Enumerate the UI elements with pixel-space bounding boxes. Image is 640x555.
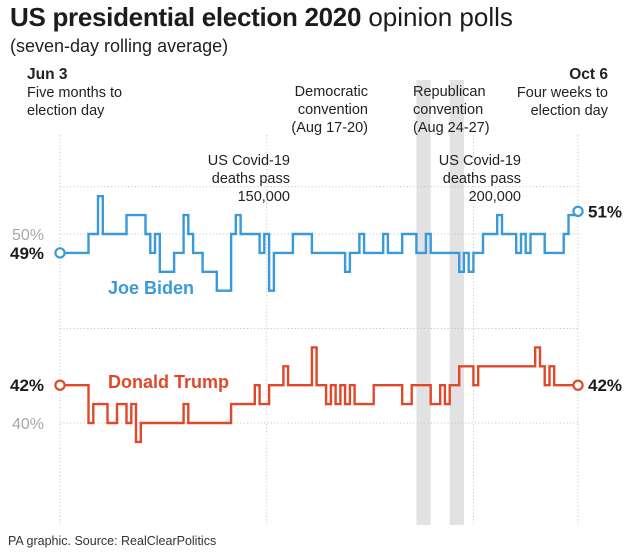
dem-line1: Democratic xyxy=(294,84,368,100)
covid-150k-annotation: US Covid-19 deaths pass 150,000 xyxy=(208,152,290,206)
start-annotation: Jun 3 Five months to election day xyxy=(27,66,122,120)
biden-series-name: Joe Biden xyxy=(108,278,194,298)
end-line1: Four weeks to xyxy=(516,85,608,101)
y-tick-label: 50% xyxy=(12,227,44,244)
covid1-line3: 150,000 xyxy=(237,189,290,205)
start-date: Jun 3 xyxy=(27,66,68,83)
series-labels: 49% 51% 42% 42% Joe Biden Donald Trump xyxy=(10,202,622,395)
series-lines xyxy=(60,194,580,444)
biden-end-label: 51% xyxy=(588,202,622,221)
trump-line xyxy=(60,346,578,444)
covid2-line3: 200,000 xyxy=(468,189,521,205)
democratic-convention-annotation: Democratic convention (Aug 17-20) xyxy=(291,83,368,137)
trump-start-label: 42% xyxy=(10,376,44,395)
biden-line xyxy=(60,194,580,292)
covid1-line1: US Covid-19 xyxy=(207,153,290,169)
start-line1: Five months to xyxy=(27,85,123,101)
covid2-line2: deaths pass xyxy=(442,171,521,187)
chart-title: US presidential election 2020 opinion po… xyxy=(10,2,513,33)
covid2-line1: US Covid-19 xyxy=(438,153,521,169)
gridlines xyxy=(59,135,579,525)
republican-convention-annotation: Republican convention (Aug 24-27) xyxy=(413,83,490,137)
covid-200k-annotation: US Covid-19 deaths pass 200,000 xyxy=(439,152,521,206)
end-annotation: Oct 6 Four weeks to election day xyxy=(517,66,608,120)
end-line2: election day xyxy=(530,103,608,119)
chart-subtitle: (seven-day rolling average) xyxy=(10,36,229,56)
end-date: Oct 6 xyxy=(569,66,608,83)
covid1-line2: deaths pass xyxy=(211,171,290,187)
biden-start-label: 49% xyxy=(10,244,44,263)
dem-line2: convention xyxy=(297,102,368,118)
chart-title-bold: US presidential election 2020 xyxy=(10,2,362,32)
trump-series-name: Donald Trump xyxy=(108,372,229,392)
biden-end-point xyxy=(572,205,584,218)
dem-line3: (Aug 17-20) xyxy=(291,120,368,136)
biden-start-point xyxy=(54,247,66,259)
source-credit: PA graphic. Source: RealClearPolitics xyxy=(8,534,217,548)
y-axis-ticks: 50% 40% xyxy=(12,227,44,433)
series-endpoints xyxy=(54,205,584,391)
democratic-convention-band xyxy=(416,80,431,525)
start-line2: election day xyxy=(27,103,105,119)
republican-convention-band xyxy=(449,80,464,525)
chart-title-rest: opinion polls xyxy=(361,2,513,32)
trump-end-point xyxy=(572,379,584,391)
rep-line3: (Aug 24-27) xyxy=(413,120,490,136)
rep-line2: convention xyxy=(413,102,484,118)
trump-end-label: 42% xyxy=(588,376,622,395)
y-tick-label: 40% xyxy=(12,416,44,433)
rep-line1: Republican xyxy=(413,84,486,100)
trump-start-point xyxy=(54,379,66,391)
convention-shading xyxy=(416,80,464,525)
